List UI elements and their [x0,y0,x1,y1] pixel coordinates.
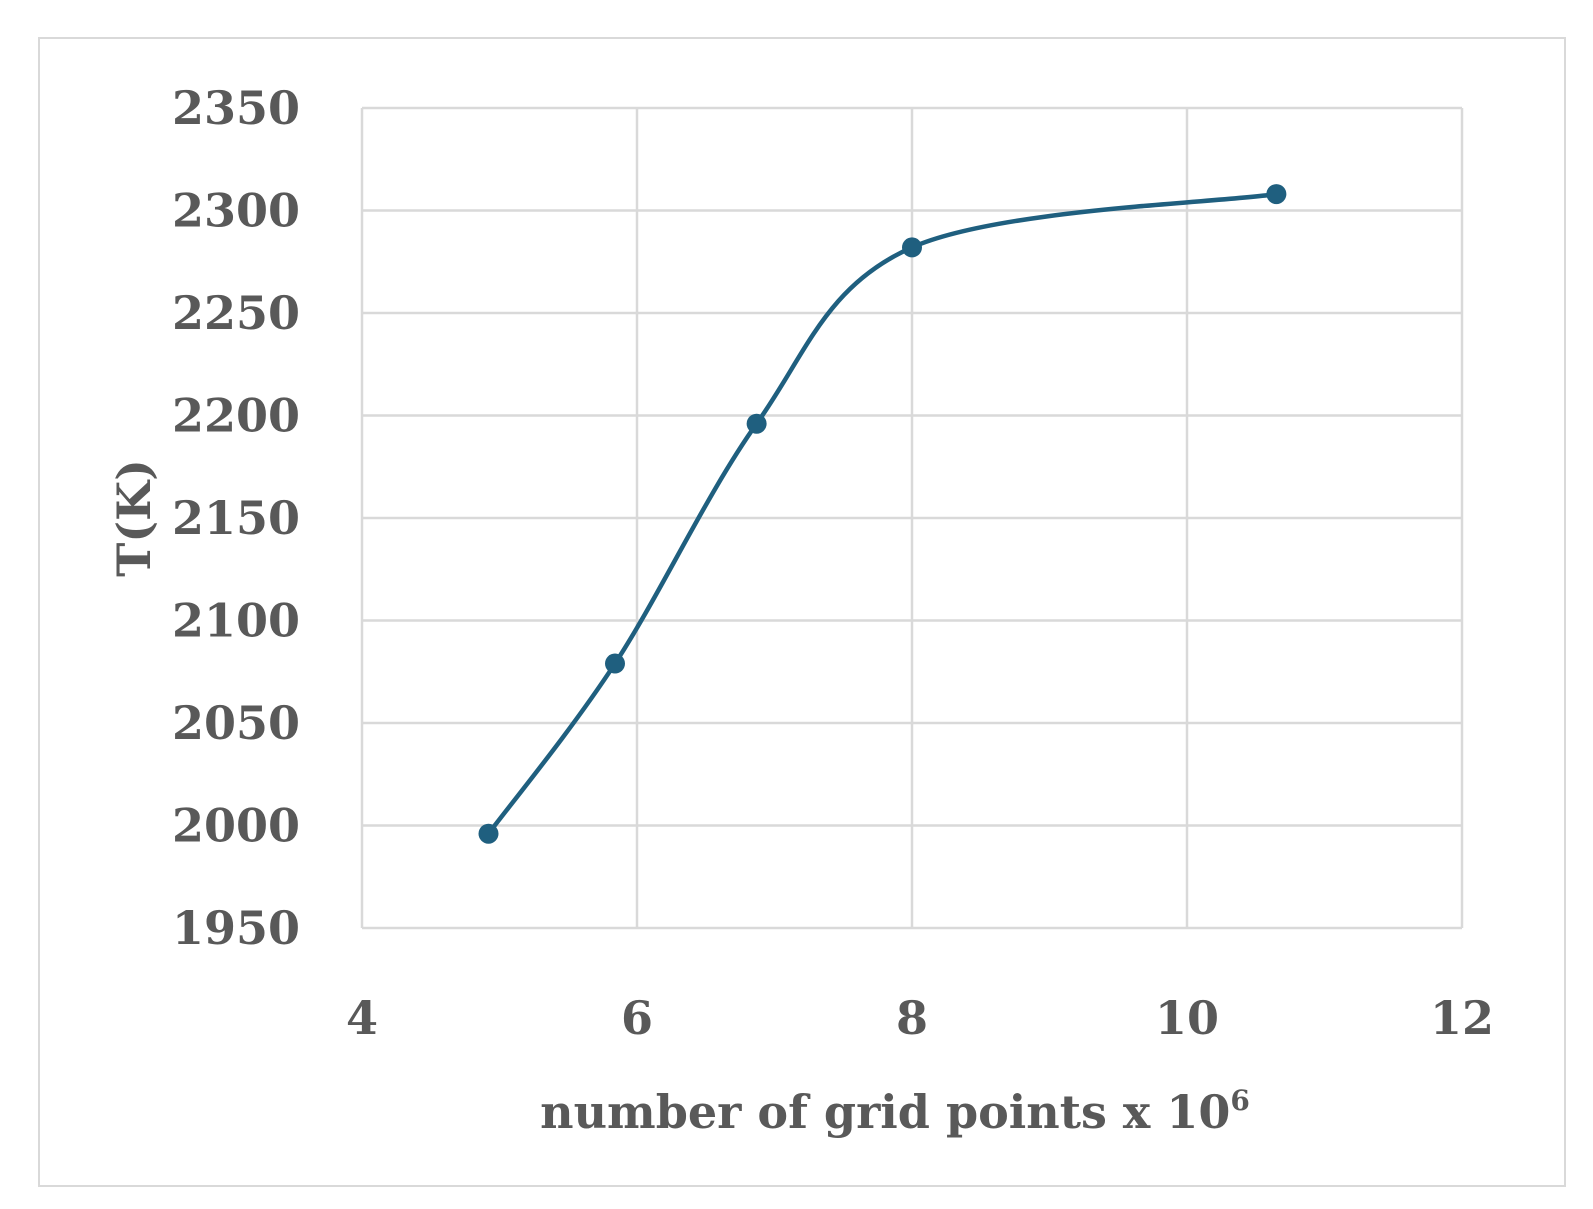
y-axis-title: T(K) [107,459,161,577]
y-tick-labels: 1950 2000 2050 2100 2150 2200 2250 2300 2350 [172,81,300,955]
y-tick-label: 1950 [172,901,300,955]
y-tick-label: 2100 [172,594,300,648]
x-tick-label: 4 [346,991,378,1045]
y-tick-label: 2150 [172,491,300,545]
x-axis-title: number of grid points x 106 [540,1084,1250,1139]
x-tick-label: 8 [896,991,928,1045]
data-point [746,413,767,434]
series-layer [478,184,1287,844]
x-tick-label: 12 [1430,991,1494,1045]
chart-frame [38,37,1566,1187]
y-tick-label: 2350 [172,81,300,135]
series-line [486,191,1279,836]
y-tick-label: 2050 [172,696,300,750]
y-tick-label: 2000 [172,799,300,853]
x-tick-labels: 4 6 8 10 12 [346,991,1494,1045]
y-tick-label: 2200 [172,389,300,443]
x-axis-title-superscript: 6 [1230,1084,1249,1117]
grid-lines [360,106,1464,930]
data-point [605,653,625,674]
x-axis-title-text: number of grid points x 10 [540,1085,1230,1139]
data-point [1266,184,1287,205]
y-tick-label: 2300 [172,184,300,238]
x-tick-label: 6 [621,991,653,1045]
data-point [902,237,922,258]
data-point [478,823,499,844]
y-tick-label: 2250 [172,286,300,340]
x-tick-label: 10 [1155,991,1219,1045]
